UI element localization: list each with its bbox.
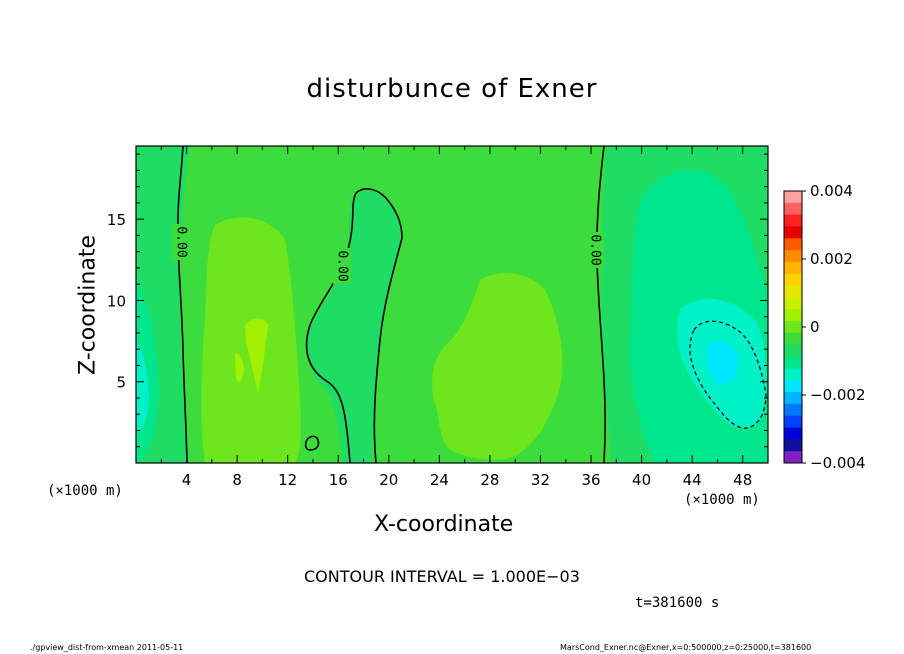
colorbar: 0.004 0.002 0 −0.002 −0.004 (783, 182, 866, 472)
colorbar-label: 0 (810, 318, 820, 336)
colorbar-swatch (784, 439, 802, 452)
contour-label: 0.00 (174, 226, 189, 257)
region-negative-center (306, 191, 401, 463)
x-tick-label: 28 (480, 471, 499, 489)
colorbar-swatch (784, 261, 802, 275)
contour-label-bg (586, 232, 604, 268)
region-positive-left-core2 (235, 353, 244, 383)
colorbar-swatch (784, 392, 802, 405)
contour-label: 0.00 (588, 234, 603, 265)
colorbar-swatch (784, 202, 802, 216)
x-unit-label-right: (×1000 m) (684, 492, 760, 508)
footer-command: ./gpview_dist-from-xmean 2011-05-11 (30, 643, 184, 652)
contour-interval-text: CONTOUR INTERVAL = 1.000E−03 (304, 567, 580, 586)
x-tick-label: 4 (182, 471, 192, 489)
contour-line-small-loop (304, 435, 320, 451)
x-tick-label: 20 (379, 471, 398, 489)
chart-title: disturbunce of Exner (306, 74, 598, 104)
footer-source: MarsCond_Exner.nc@Exner,x=0:500000,z=0:2… (560, 643, 812, 652)
colorbar-swatch (784, 297, 802, 310)
colorbar-label: 0.002 (810, 250, 853, 268)
x-axis-ticks: 4 8 12 16 20 24 28 32 36 40 44 48 (160, 146, 752, 489)
colorbar-swatch (784, 403, 802, 417)
colorbar-label: −0.002 (810, 386, 866, 404)
colorbar-swatch (784, 332, 802, 346)
colorbar-swatch (784, 309, 802, 322)
colorbar-label: 0.004 (810, 182, 853, 200)
x-tick-label: 40 (632, 471, 651, 489)
x-tick-label: 16 (329, 471, 348, 489)
y-tick-label: 5 (116, 374, 126, 392)
colorbar-swatch (784, 250, 802, 263)
contour-line-zero-center-right (355, 188, 403, 463)
colorbar-swatch (784, 191, 802, 204)
contour-label: 0.00 (335, 250, 350, 281)
region-left-min (136, 340, 149, 432)
colorbar-swatch (784, 368, 802, 381)
time-text: t=381600 s (635, 595, 720, 611)
x-axis-label: X-coordinate (374, 512, 514, 537)
contour-line-zero-right (596, 146, 606, 463)
colorbar-swatch (784, 285, 802, 298)
region-positive-left-core (245, 318, 268, 392)
colorbar-swatch (784, 273, 802, 287)
contour-line-zero-left (177, 146, 188, 463)
x-tick-label: 44 (683, 471, 702, 489)
x-tick-label: 12 (278, 471, 297, 489)
colorbar-swatch (784, 238, 802, 251)
x-tick-label: 24 (430, 471, 449, 489)
region-right-core (707, 341, 739, 385)
x-tick-label: 8 (232, 471, 242, 489)
x-tick-label: 32 (531, 471, 550, 489)
colorbar-swatch (784, 226, 802, 239)
contour-labels: 0.00 0.00 0.00 (172, 224, 604, 284)
x-tick-label: 36 (581, 471, 600, 489)
colorbar-swatch (784, 356, 802, 369)
x-unit-label-left: (×1000 m) (47, 483, 123, 499)
colorbar-swatch (784, 214, 802, 227)
colorbar-swatch (784, 321, 802, 334)
x-tick-label: 48 (733, 471, 752, 489)
plot-area (136, 146, 768, 463)
y-tick-label: 15 (107, 211, 126, 229)
colorbar-swatch (784, 380, 802, 393)
colorbar-label: −0.004 (810, 454, 866, 472)
contour-label-bg (333, 248, 351, 284)
region-positive-right (432, 273, 563, 460)
colorbar-swatch (784, 451, 802, 464)
y-axis-ticks: 5 10 15 (107, 153, 768, 448)
contour-line-negative (689, 320, 767, 429)
plot-frame (135, 145, 769, 464)
colorbar-swatch (784, 427, 802, 440)
y-tick-label: 10 (107, 292, 126, 310)
contour-line-zero-center-left (305, 192, 357, 463)
colorbar-swatch (784, 415, 802, 429)
contour-label-bg (172, 224, 190, 260)
colorbar-swatch (784, 344, 802, 358)
